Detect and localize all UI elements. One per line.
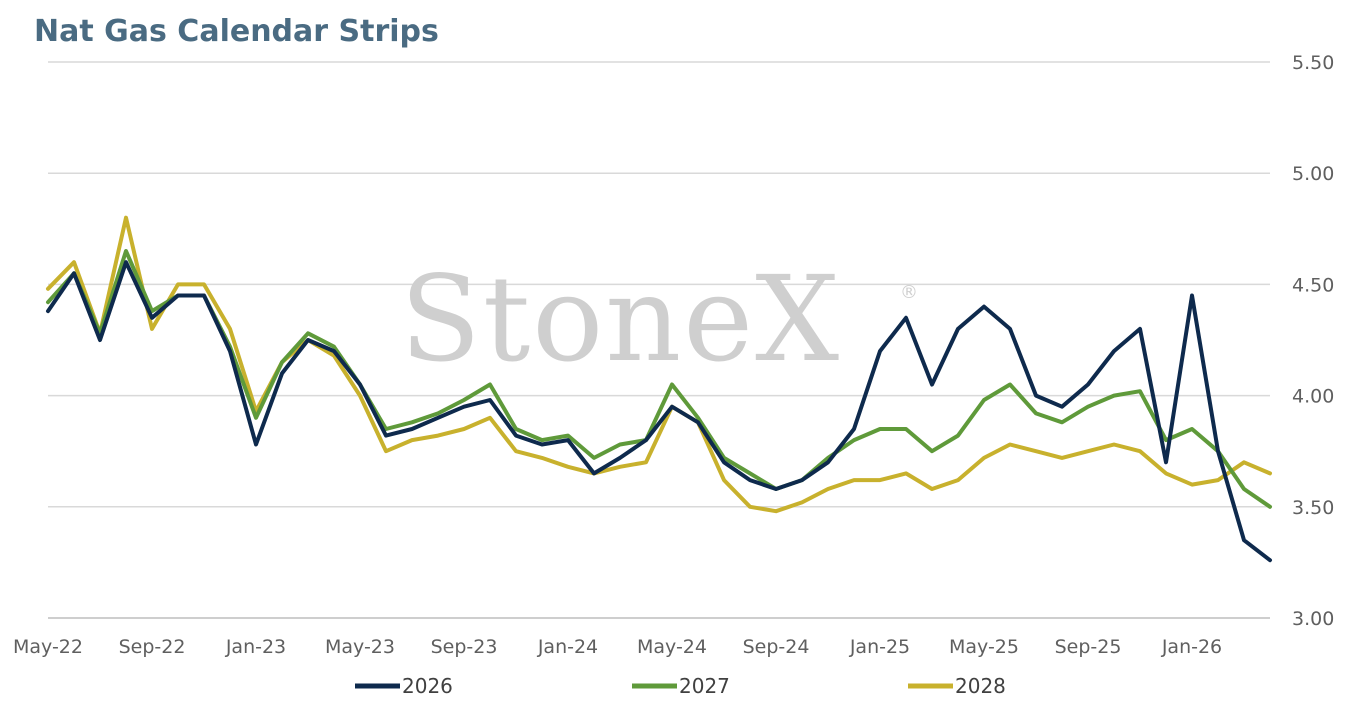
watermark-text: StoneX [400,250,841,388]
x-tick-label: May-25 [949,636,1019,658]
legend-label-2028: 2028 [955,674,1006,698]
chart-title: Nat Gas Calendar Strips [34,14,439,49]
x-tick-label: May-24 [637,636,707,658]
y-tick-label: 4.00 [1292,386,1334,408]
watermark-registered-mark: ® [900,282,918,303]
watermark-group: StoneX ® [400,250,918,388]
x-tick-label: Jan-23 [225,636,286,658]
y-axis-ticks: 5.50 5.00 4.50 4.00 3.50 3.00 [1292,52,1334,630]
x-tick-label: Jan-25 [849,636,910,658]
y-tick-label: 5.00 [1292,163,1334,185]
x-tick-label: May-23 [325,636,395,658]
x-tick-label: Sep-25 [1055,636,1122,658]
x-tick-label: Jan-26 [1161,636,1222,658]
legend: 2026 2027 2028 [355,674,1006,698]
legend-label-2027: 2027 [679,674,730,698]
x-tick-label: Jan-24 [537,636,598,658]
series-line-2028 [46,215,1272,514]
x-tick-label: Sep-24 [743,636,810,658]
x-tick-label: Sep-23 [431,636,498,658]
series-line-2026 [46,260,1272,563]
y-tick-label: 3.00 [1292,608,1334,630]
y-tick-label: 4.50 [1292,274,1334,296]
x-axis-ticks: May-22 Sep-22 Jan-23 May-23 Sep-23 Jan-24 May-… [13,636,1222,658]
x-tick-label: Sep-22 [119,636,186,658]
series-lines [46,215,1272,563]
series-line-2027 [46,249,1272,509]
legend-label-2026: 2026 [402,674,453,698]
y-tick-label: 5.50 [1292,52,1334,74]
y-tick-label: 3.50 [1292,497,1334,519]
x-tick-label: May-22 [13,636,83,658]
